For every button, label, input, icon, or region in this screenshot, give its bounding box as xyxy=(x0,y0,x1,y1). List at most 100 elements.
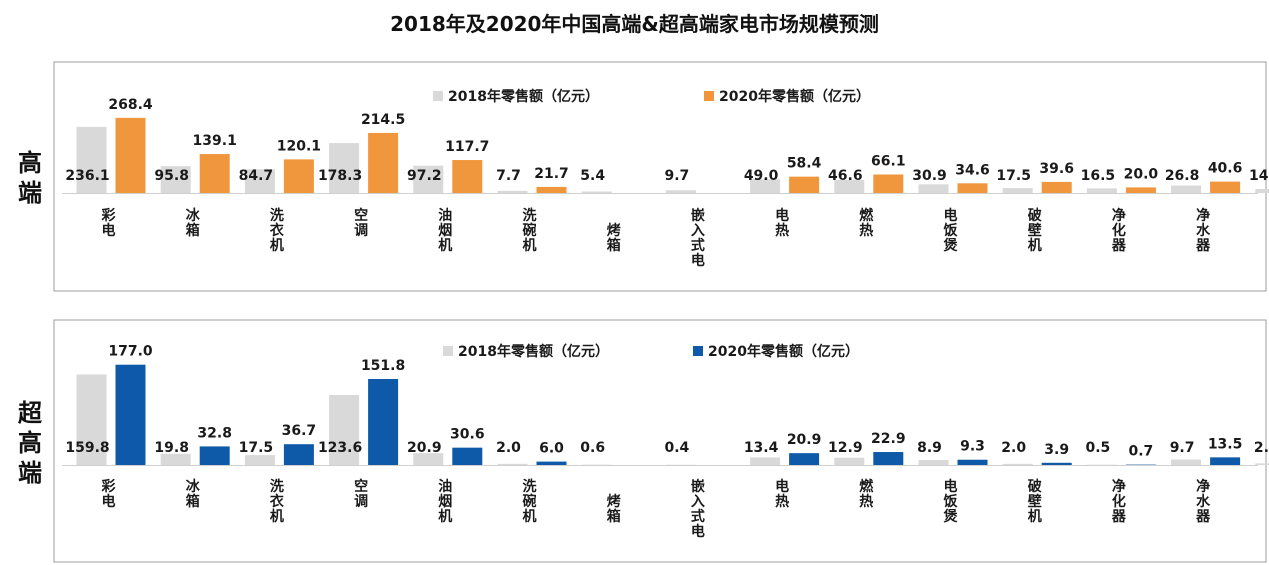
value-label-2020: 32.8 xyxy=(197,425,232,441)
category-label: 破壁机 xyxy=(1028,478,1042,525)
value-label-2020: 0.7 xyxy=(1128,444,1153,460)
bar-2018 xyxy=(1255,188,1269,193)
bar-2018 xyxy=(160,453,191,465)
panel-label-high-end: 高端 xyxy=(18,149,42,207)
chart-title: 2018年及2020年中国高端&超高端家电市场规模预测 xyxy=(390,12,879,36)
value-label-2018: 20.9 xyxy=(407,440,442,456)
category-label: 彩电 xyxy=(101,478,116,510)
bar-2018 xyxy=(834,457,865,465)
value-label-2020: 21.7 xyxy=(534,166,569,182)
value-label-2018: 159.8 xyxy=(65,440,109,456)
value-label-2020: 20.0 xyxy=(1124,166,1159,182)
value-label-2018: 8.9 xyxy=(917,440,942,456)
category-label: 洗碗机 xyxy=(523,478,537,525)
bar-2020 xyxy=(1041,462,1072,465)
value-label-2018: 14.4 xyxy=(1249,168,1269,184)
category-label: 电饭煲 xyxy=(943,478,959,525)
value-label-2018: 46.6 xyxy=(828,168,863,184)
bar-2020 xyxy=(283,444,314,465)
panel-frame-high-end xyxy=(53,61,1267,292)
bar-2020 xyxy=(536,186,567,193)
value-label-2020: 139.1 xyxy=(193,133,237,149)
legend-label-1: 2020年零售额（亿元） xyxy=(708,343,859,360)
value-label-2020: 120.1 xyxy=(277,138,321,154)
legend-swatch-1 xyxy=(693,346,703,356)
category-label: 净化器 xyxy=(1111,207,1127,254)
value-label-2018: 178.3 xyxy=(318,168,362,184)
value-label-2018: 5.4 xyxy=(580,168,605,184)
value-label-2020: 151.8 xyxy=(361,358,405,374)
value-label-2020: 39.6 xyxy=(1039,161,1074,177)
bar-2020 xyxy=(452,160,483,193)
panel-frame-ultra-high-end xyxy=(53,319,1267,563)
bar-2020 xyxy=(199,446,230,465)
bar-2018 xyxy=(329,394,360,465)
value-label-2020: 177.0 xyxy=(108,344,153,360)
legend-swatch-0 xyxy=(443,346,453,356)
bar-2018 xyxy=(1002,188,1033,193)
bar-2018 xyxy=(497,463,528,465)
bar-2018 xyxy=(918,459,949,465)
value-label-2018: 2.0 xyxy=(1001,440,1026,456)
bar-2018 xyxy=(750,457,781,465)
category-label: 彩电 xyxy=(101,207,116,239)
value-label-2018: 84.7 xyxy=(239,168,274,184)
value-label-2020: 9.3 xyxy=(960,439,985,455)
value-label-2020: 214.5 xyxy=(361,112,405,128)
bar-2018 xyxy=(1086,188,1117,193)
bar-2020 xyxy=(1041,181,1072,193)
category-label: 洗衣机 xyxy=(270,478,285,525)
bar-2018 xyxy=(1171,459,1202,465)
bar-2018 xyxy=(834,179,865,193)
value-label-2018: 7.7 xyxy=(496,168,521,184)
category-label: 破壁机 xyxy=(1028,207,1042,254)
bar-2020 xyxy=(873,452,904,465)
value-label-2020: 58.4 xyxy=(787,156,822,172)
bar-2020 xyxy=(368,132,399,193)
category-label: 烤箱 xyxy=(607,493,621,525)
bar-2018 xyxy=(581,191,612,193)
value-label-2020: 13.5 xyxy=(1208,436,1243,452)
bar-2018 xyxy=(1171,185,1202,193)
category-label: 冰箱 xyxy=(186,207,201,239)
category-label: 空调 xyxy=(354,207,368,239)
value-label-2018: 236.1 xyxy=(65,168,109,184)
bar-2020 xyxy=(536,461,567,465)
bar-2020 xyxy=(115,364,146,465)
bar-2020 xyxy=(1125,187,1156,193)
category-label: 洗衣机 xyxy=(270,207,285,254)
value-label-2018: 9.7 xyxy=(664,168,689,184)
bar-2018 xyxy=(497,190,528,193)
panel-high-end: 2018年零售额（亿元） 2020年零售额（亿元） 236.1 268.4 彩电 95.8… xyxy=(62,88,1269,269)
category-label: 净水器 xyxy=(1195,478,1211,525)
value-label-2018: 49.0 xyxy=(744,168,779,184)
value-label-2018: 0.6 xyxy=(580,440,605,456)
bar-2018 xyxy=(244,455,275,465)
category-label: 电热 xyxy=(775,207,789,239)
legend-swatch-1 xyxy=(704,91,714,101)
value-label-2020: 34.6 xyxy=(955,162,990,178)
bar-2020 xyxy=(873,174,904,193)
value-label-2018: 123.6 xyxy=(318,440,362,456)
bar-2018 xyxy=(76,374,107,465)
bar-2020 xyxy=(452,447,483,465)
bar-2020 xyxy=(1210,181,1241,193)
bar-2018 xyxy=(160,166,191,193)
category-label: 净水器 xyxy=(1195,207,1211,254)
value-label-2018: 17.5 xyxy=(239,440,274,456)
value-label-2020: 6.0 xyxy=(539,441,564,457)
value-label-2018: 17.5 xyxy=(996,168,1031,184)
value-label-2020: 117.7 xyxy=(445,139,489,155)
category-label: 冰箱 xyxy=(186,478,201,510)
bar-2020 xyxy=(115,117,146,193)
bar-2018 xyxy=(1002,463,1033,465)
category-label: 电热 xyxy=(775,478,789,510)
value-label-2020: 36.7 xyxy=(282,423,317,439)
bar-2020 xyxy=(957,459,988,465)
value-label-2020: 268.4 xyxy=(108,97,153,113)
bar-2018 xyxy=(750,179,781,193)
legend-swatch-0 xyxy=(433,91,443,101)
value-label-2020: 30.6 xyxy=(450,427,485,443)
value-label-2018: 13.4 xyxy=(744,440,779,456)
